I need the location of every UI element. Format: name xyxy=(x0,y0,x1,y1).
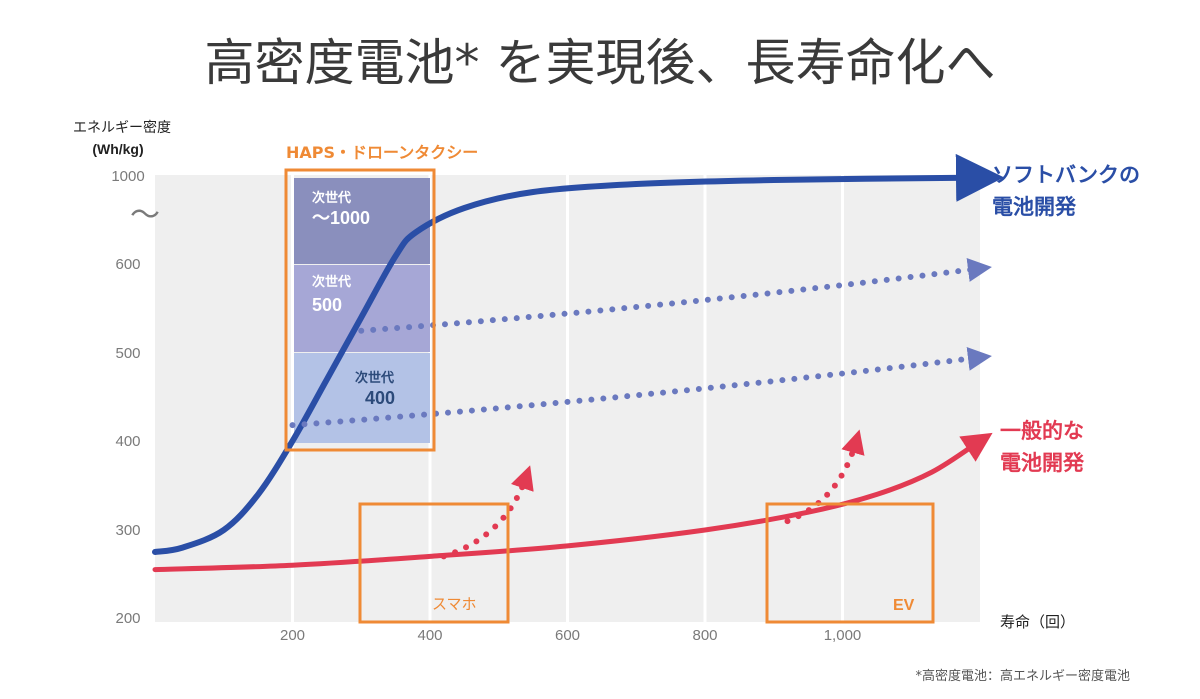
softbank-projection-arrow xyxy=(358,258,992,334)
highlight-box xyxy=(765,502,935,624)
y-axis-unit: (Wh/kg) xyxy=(92,141,143,157)
target-1000-label: 次世代 xyxy=(312,190,351,206)
general-series-label-line1: 一般的な xyxy=(1000,419,1084,443)
x-axis-label: 寿命（回） xyxy=(1000,613,1075,631)
y-axis-break: 〜 xyxy=(130,199,160,232)
highlight-boxes xyxy=(284,168,935,624)
y-axis-ticks: 200 300 400 500 600 1000 xyxy=(111,168,144,627)
page-title: 高密度電池* を実現後、長寿命化へ xyxy=(205,34,996,92)
target-500-value: 500 xyxy=(312,295,342,315)
x-tick-label: 800 xyxy=(692,627,717,644)
projection-arrows xyxy=(289,258,992,560)
x-tick-label: 600 xyxy=(555,627,580,644)
series-lines xyxy=(152,153,1004,573)
target-500-label: 次世代 xyxy=(312,274,351,290)
y-axis-label: エネルギー密度 xyxy=(73,119,171,136)
softbank-projection-arrow xyxy=(289,346,992,429)
target-1000-value: 〜1000 xyxy=(312,208,370,228)
haps-box-label: HAPS・ドローンタクシー xyxy=(286,143,478,162)
next-gen-targets: 次世代 〜1000 次世代 500 次世代 400 xyxy=(294,178,430,443)
y-tick-label: 1000 xyxy=(111,168,144,185)
general-series-label-line2: 電池開発 xyxy=(1000,451,1085,475)
target-400-value: 400 xyxy=(365,388,395,408)
softbank-series-label-line2: 電池開発 xyxy=(992,195,1077,219)
x-tick-label: 400 xyxy=(417,627,442,644)
x-tick-label: 1,000 xyxy=(824,627,862,644)
target-500-block xyxy=(294,265,430,352)
y-tick-label: 500 xyxy=(115,345,140,362)
highlight-box xyxy=(284,168,436,452)
general-projection-arrow xyxy=(440,465,534,560)
x-axis-ticks: 200 400 600 800 1,000 xyxy=(280,627,861,644)
target-400-label: 次世代 xyxy=(355,370,394,386)
highlight-box xyxy=(358,502,510,624)
ev-box-label: EV xyxy=(893,597,915,614)
y-tick-label: 200 xyxy=(115,610,140,627)
y-tick-label: 600 xyxy=(115,256,140,273)
y-tick-label: 300 xyxy=(115,522,140,539)
smartphone-box-label: スマホ xyxy=(432,595,477,613)
general-projection-arrow xyxy=(784,429,865,525)
footnote: *高密度電池：高エネルギー密度電池 xyxy=(915,668,1130,684)
softbank-series-line xyxy=(152,153,1004,555)
target-1000-block xyxy=(294,178,430,264)
y-tick-label: 400 xyxy=(115,433,140,450)
general-series-line xyxy=(152,432,993,573)
softbank-series-label-line1: ソフトバンクの xyxy=(992,163,1140,187)
x-tick-label: 200 xyxy=(280,627,305,644)
